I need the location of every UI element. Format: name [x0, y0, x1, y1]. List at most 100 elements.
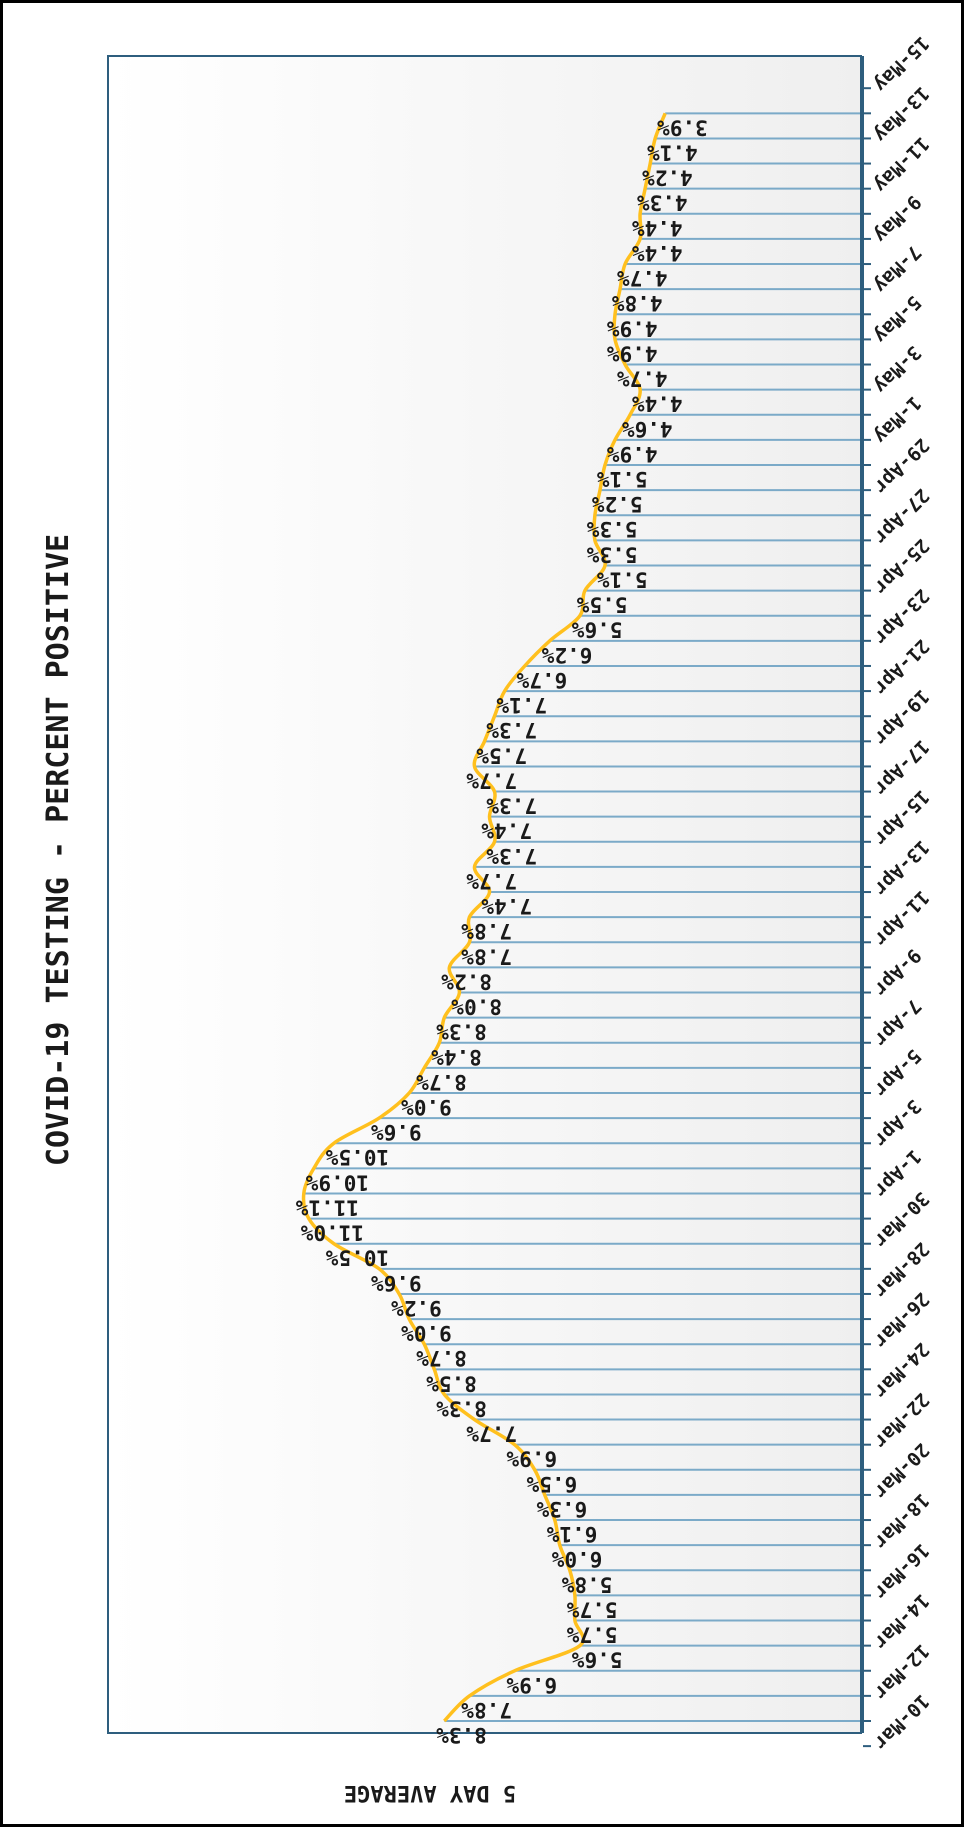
- x-tick-label: 26-Mar: [869, 1288, 933, 1352]
- data-label: 7.1%: [496, 693, 547, 717]
- x-tick-label: 22-Mar: [869, 1388, 933, 1452]
- data-label: 4.7%: [617, 266, 668, 290]
- data-label: 8.5%: [426, 1371, 477, 1395]
- data-label: 5.8%: [561, 1572, 612, 1596]
- x-tick-label: 11-Apr: [869, 886, 933, 950]
- data-label: 7.8%: [461, 919, 512, 943]
- data-label: 4.3%: [637, 191, 688, 215]
- data-label: 6.9%: [506, 1447, 557, 1471]
- data-label: 5.7%: [567, 1623, 618, 1647]
- data-label: 4.2%: [642, 166, 693, 190]
- data-label: 4.6%: [622, 417, 673, 441]
- x-tick-label: 5-Apr: [869, 1045, 925, 1101]
- x-tick-label: 5-May: [869, 291, 925, 347]
- data-label: 5.7%: [567, 1597, 618, 1621]
- data-label: 7.3%: [486, 844, 537, 868]
- x-tick-label: 17-Apr: [869, 735, 933, 799]
- data-label: 4.4%: [632, 392, 683, 416]
- data-label: 8.3%: [436, 1020, 487, 1044]
- data-label: 5.3%: [587, 517, 638, 541]
- data-label: 5.3%: [587, 542, 638, 566]
- data-label: 4.9%: [607, 442, 658, 466]
- y-axis-title: 5 DAY AVERAGE: [344, 1780, 516, 1805]
- data-label: 7.7%: [466, 869, 517, 893]
- data-label: 9.0%: [401, 1321, 452, 1345]
- x-tick-label: 3-May: [869, 341, 925, 397]
- chart: 10-Mar12-Mar14-Mar16-Mar18-Mar20-Mar22-M…: [41, 32, 933, 1805]
- x-tick-label: 29-Apr: [869, 434, 933, 498]
- data-label: 8.7%: [416, 1070, 467, 1094]
- data-label: 7.4%: [481, 894, 532, 918]
- x-tick-label: 21-Apr: [869, 635, 933, 699]
- plot-area: [108, 56, 861, 1733]
- data-label: 8.7%: [416, 1346, 467, 1370]
- data-label: 6.9%: [506, 1673, 557, 1697]
- data-label: 8.4%: [431, 1045, 482, 1069]
- x-tick-label: 12-Mar: [869, 1640, 933, 1704]
- data-label: 8.3%: [436, 1396, 487, 1420]
- x-tick-label: 7-May: [869, 241, 925, 297]
- x-tick-label: 30-Mar: [869, 1187, 933, 1251]
- data-label: 7.8%: [461, 944, 512, 968]
- x-tick-label: 25-Apr: [869, 534, 933, 598]
- data-label: 6.2%: [541, 643, 592, 667]
- x-tick-label: 27-Apr: [869, 484, 933, 548]
- x-tick-label: 15-Apr: [869, 785, 933, 849]
- drop-lines: [303, 112, 861, 1722]
- data-labels: 8.3%7.8%6.9%5.6%5.7%5.7%5.8%6.0%6.1%6.3%…: [295, 115, 707, 1747]
- x-tick-label: 3-Apr: [869, 1095, 925, 1151]
- data-label: 9.6%: [371, 1271, 422, 1295]
- data-label: 7.3%: [486, 794, 537, 818]
- x-tick-label: 11-May: [869, 132, 933, 196]
- data-label: 5.1%: [597, 467, 648, 491]
- x-tick-label: 13-Apr: [869, 836, 933, 900]
- x-tick-label: 15-May: [869, 32, 933, 96]
- x-tick-label: 9-May: [869, 191, 925, 247]
- data-label: 5.2%: [592, 492, 643, 516]
- data-label: 10.5%: [326, 1145, 390, 1169]
- data-label: 10.9%: [305, 1170, 369, 1194]
- data-label: 6.5%: [526, 1472, 577, 1496]
- data-label: 11.1%: [295, 1196, 359, 1220]
- data-label: 6.0%: [551, 1547, 602, 1571]
- data-label: 4.9%: [607, 316, 658, 340]
- data-label: 7.7%: [466, 1422, 517, 1446]
- data-label: 5.1%: [597, 568, 648, 592]
- data-label: 7.7%: [466, 768, 517, 792]
- data-label: 11.0%: [300, 1221, 364, 1245]
- data-label: 4.1%: [647, 140, 698, 164]
- data-label: 6.7%: [516, 668, 567, 692]
- x-tick-label: 9-Apr: [869, 944, 925, 1000]
- data-label: 10.5%: [326, 1246, 390, 1270]
- x-tick-label: 13-May: [869, 82, 933, 146]
- data-label: 4.7%: [617, 367, 668, 391]
- x-tick-label: 7-Apr: [869, 995, 925, 1051]
- data-label: 8.3%: [436, 1723, 487, 1747]
- x-tick-label: 28-Mar: [869, 1238, 933, 1302]
- data-label: 7.3%: [486, 718, 537, 742]
- x-tick-label: 10-Mar: [869, 1690, 933, 1754]
- data-label: 7.5%: [476, 743, 527, 767]
- x-tick-label: 16-Mar: [869, 1539, 933, 1603]
- x-tick-label: 18-Mar: [869, 1489, 933, 1553]
- data-label: 5.6%: [572, 1648, 623, 1672]
- series-line: [301, 112, 667, 1723]
- data-label: 9.6%: [371, 1120, 422, 1144]
- x-tick-label: 20-Mar: [869, 1439, 933, 1503]
- x-axis: 10-Mar12-Mar14-Mar16-Mar18-Mar20-Mar22-M…: [862, 32, 933, 1754]
- plot-border: [107, 55, 862, 1734]
- data-label: 9.2%: [391, 1296, 442, 1320]
- data-label: 5.6%: [572, 618, 623, 642]
- data-label: 3.9%: [657, 115, 708, 139]
- data-label: 6.1%: [546, 1522, 597, 1546]
- data-label: 4.8%: [612, 291, 663, 315]
- data-label: 7.8%: [461, 1698, 512, 1722]
- data-label: 8.2%: [441, 969, 492, 993]
- x-tick-label: 14-Mar: [869, 1589, 933, 1653]
- data-label: 6.3%: [536, 1497, 587, 1521]
- data-label: 7.4%: [481, 819, 532, 843]
- data-label: 4.4%: [632, 241, 683, 265]
- data-label: 4.4%: [632, 216, 683, 240]
- data-label: 4.9%: [607, 341, 658, 365]
